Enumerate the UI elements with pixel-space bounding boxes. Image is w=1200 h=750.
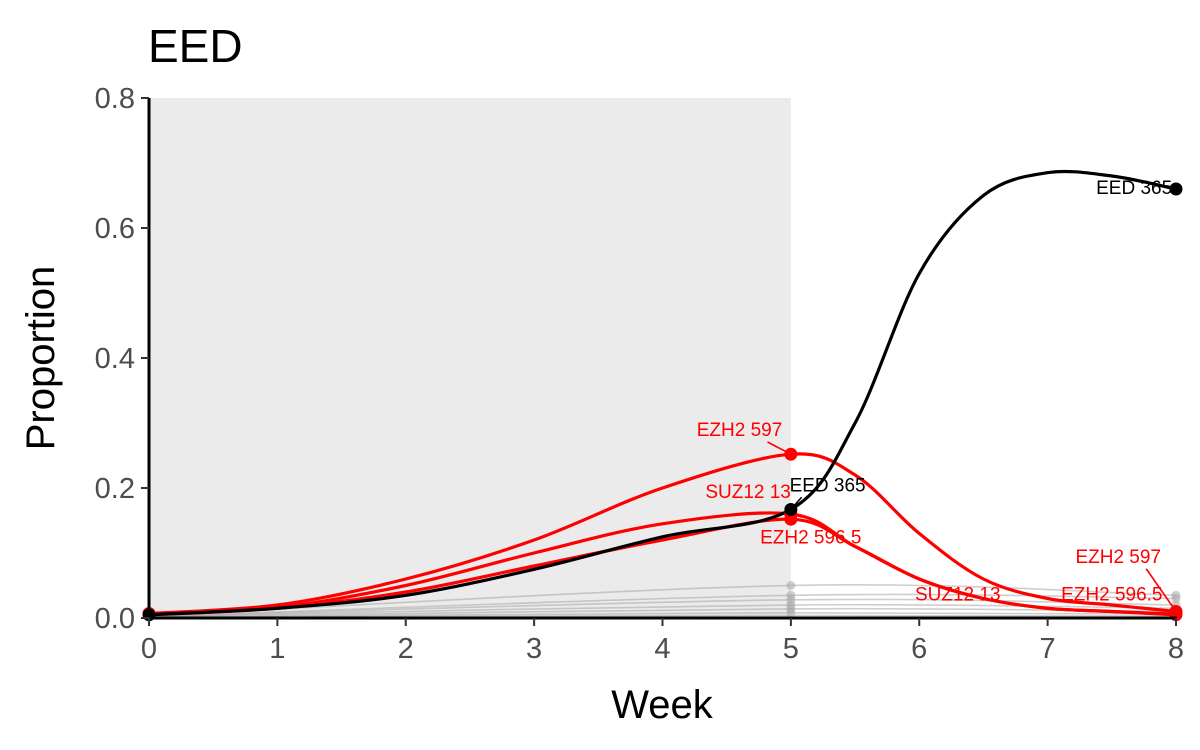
annotation-leader: [767, 441, 792, 455]
x-axis-title: Week: [611, 683, 714, 727]
annotation-label: EED 365: [1096, 178, 1172, 199]
series-line-highlight-10: [148, 169, 1177, 617]
annotation-label: EED 365: [790, 475, 866, 496]
data-point-related-12: [784, 512, 798, 526]
y-tick-label: 0.8: [95, 83, 135, 115]
x-tick-label: 1: [269, 633, 285, 665]
y-tick-label: 0.4: [95, 343, 135, 375]
y-tick-label: 0.6: [95, 213, 135, 245]
x-tick-label: 0: [141, 633, 157, 665]
shaded-region: [149, 98, 791, 618]
annotation-label: EZH2 597: [697, 420, 783, 441]
x-tick-label: 5: [783, 633, 799, 665]
x-tick-label: 7: [1040, 633, 1056, 665]
series-line-background-1: [148, 593, 1177, 618]
annotation-label: EZH2 596.5: [760, 527, 861, 548]
x-tick-label: 8: [1168, 633, 1184, 665]
x-tick-label: 6: [911, 633, 927, 665]
annotation-label: EZH2 597: [1075, 547, 1161, 568]
annotation-leader: [1145, 568, 1177, 612]
y-axis-title: Proportion: [19, 266, 63, 451]
annotation-label: EZH2 596.5: [1061, 584, 1162, 605]
x-tick-label: 2: [398, 633, 414, 665]
y-tick-label: 0.2: [95, 473, 135, 505]
x-tick-label: 3: [526, 633, 542, 665]
data-point-highlight-17: [1169, 182, 1183, 196]
chart-title: EED: [148, 20, 243, 72]
plot-area: 0 1 2 3 4 5 6 7 8 0.0 0.2 0.4 0.6 0.8 EZH2 597 SUZ12 13…: [95, 83, 1184, 665]
data-point-background-0: [786, 581, 796, 590]
annotation-label: SUZ12 13: [705, 482, 791, 503]
y-tick-label: 0.0: [95, 603, 135, 635]
x-tick-label: 4: [654, 633, 670, 665]
data-point-background-7: [1171, 594, 1181, 603]
annotation-label: SUZ12 13: [915, 584, 1001, 605]
series-line-background-3: [148, 603, 1177, 618]
data-point-background-5: [786, 608, 796, 618]
series-line-related-9: [148, 517, 1177, 617]
annotation-leader: [790, 496, 803, 510]
